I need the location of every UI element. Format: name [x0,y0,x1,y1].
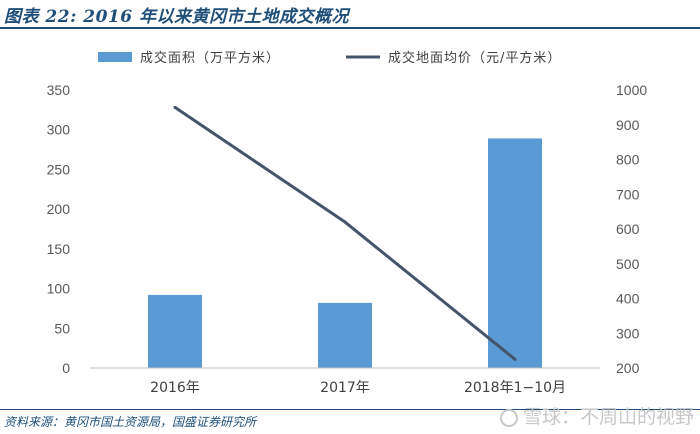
left-tick-label: 50 [54,320,70,336]
right-tick-label: 1000 [616,82,647,98]
footer-divider [0,409,700,410]
figure-title: 图表 22: 2016 年以来黄冈市土地成交概况 [4,7,350,27]
right-axis: 200 300 400 500 600 700 800 900 1000 [616,82,647,376]
title-divider [0,27,700,29]
bar [318,302,372,368]
legend-bar-swatch [98,52,132,62]
source-note: 资料来源：黄冈市国土资源局，国盛证券研究所 [4,415,257,429]
watermark-logo-icon [499,408,518,427]
right-tick-label: 400 [616,291,640,307]
line-series [173,105,517,361]
right-tick-label: 500 [616,256,640,272]
left-tick-label: 300 [47,122,71,138]
category-label: 2018年1−10月 [464,380,566,396]
right-tick-label: 200 [616,360,640,376]
left-tick-label: 350 [47,82,71,98]
left-tick-label: 150 [47,241,71,257]
bar [488,138,542,368]
left-tick-label: 0 [62,360,70,376]
chart-legend: 成交面积（万平方米） 成交地面均价（元/平方米） [98,50,561,66]
right-tick-label: 900 [616,117,640,133]
category-label: 2017年 [320,380,370,396]
right-tick-label: 300 [616,325,640,341]
right-tick-label: 700 [616,186,640,202]
left-tick-label: 250 [47,161,71,177]
category-label: 2016年 [150,380,200,396]
legend-bar-label: 成交面积（万平方米） [140,50,280,66]
line-point [513,357,517,361]
bar-series [148,138,542,368]
right-tick-label: 600 [616,221,640,237]
right-tick-label: 800 [616,152,640,168]
line-point [343,220,347,224]
legend-line-label: 成交地面均价（元/平方米） [388,50,561,66]
x-axis: 2016年 2017年 2018年1−10月 [150,380,566,396]
watermark-text: 雪球：不周山的视野 [522,406,694,428]
left-tick-label: 100 [47,281,71,297]
watermark: 雪球：不周山的视野 [499,402,694,429]
bar [148,294,202,368]
line-point [173,105,177,109]
left-axis: 0 50 100 150 200 250 300 350 [47,82,71,376]
left-tick-label: 200 [47,201,71,217]
